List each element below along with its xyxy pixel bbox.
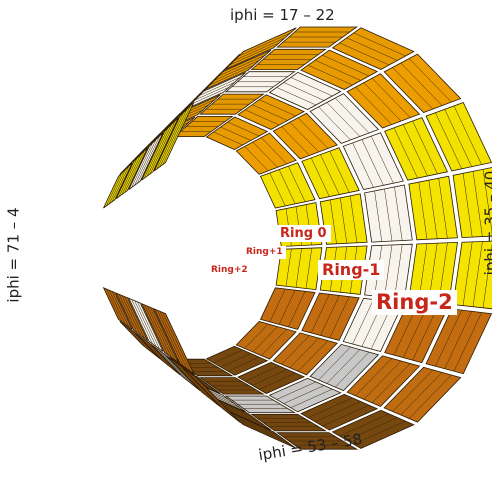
ring-plus1-label: Ring+1	[243, 246, 286, 259]
iphi-label-top: iphi = 17 – 22	[230, 6, 335, 24]
ring-minus1-label: Ring-1	[318, 260, 384, 280]
ring-0-label: Ring 0	[276, 225, 331, 242]
detector-wedge	[365, 185, 413, 242]
ring-plus2-label: Ring+2	[208, 264, 251, 277]
detector-wedge	[409, 176, 458, 240]
ring-minus2-label: Ring-2	[372, 290, 457, 315]
iphi-label-right: iphi = 35 – 40	[481, 171, 492, 276]
iphi-label-left: iphi = 71 – 4	[5, 207, 23, 302]
